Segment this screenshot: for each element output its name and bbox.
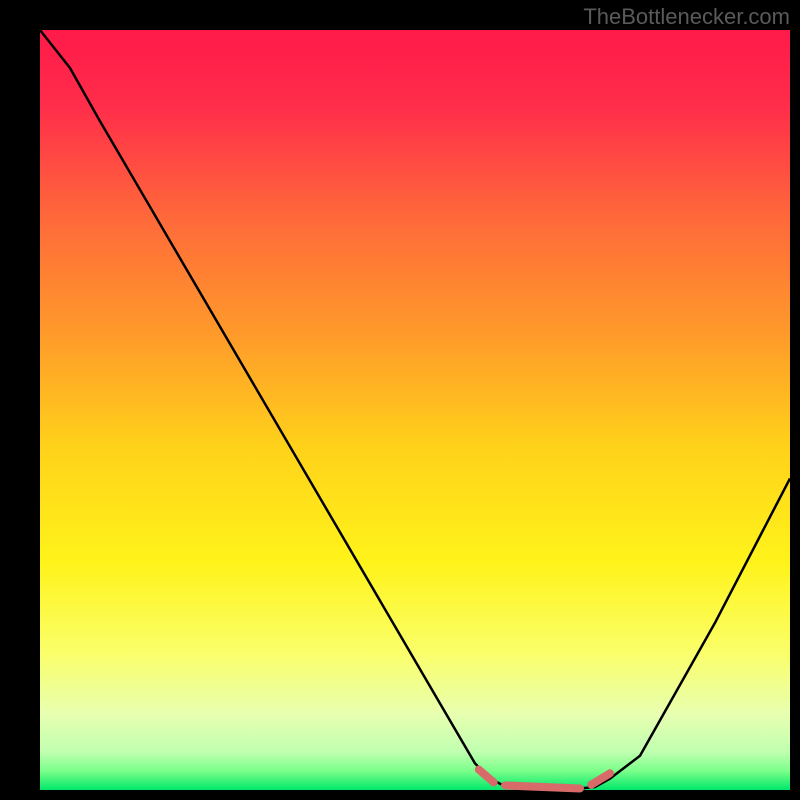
plot-area (40, 30, 790, 790)
watermark-text: TheBottlenecker.com (583, 4, 790, 30)
chart-container: TheBottlenecker.com (0, 0, 800, 800)
